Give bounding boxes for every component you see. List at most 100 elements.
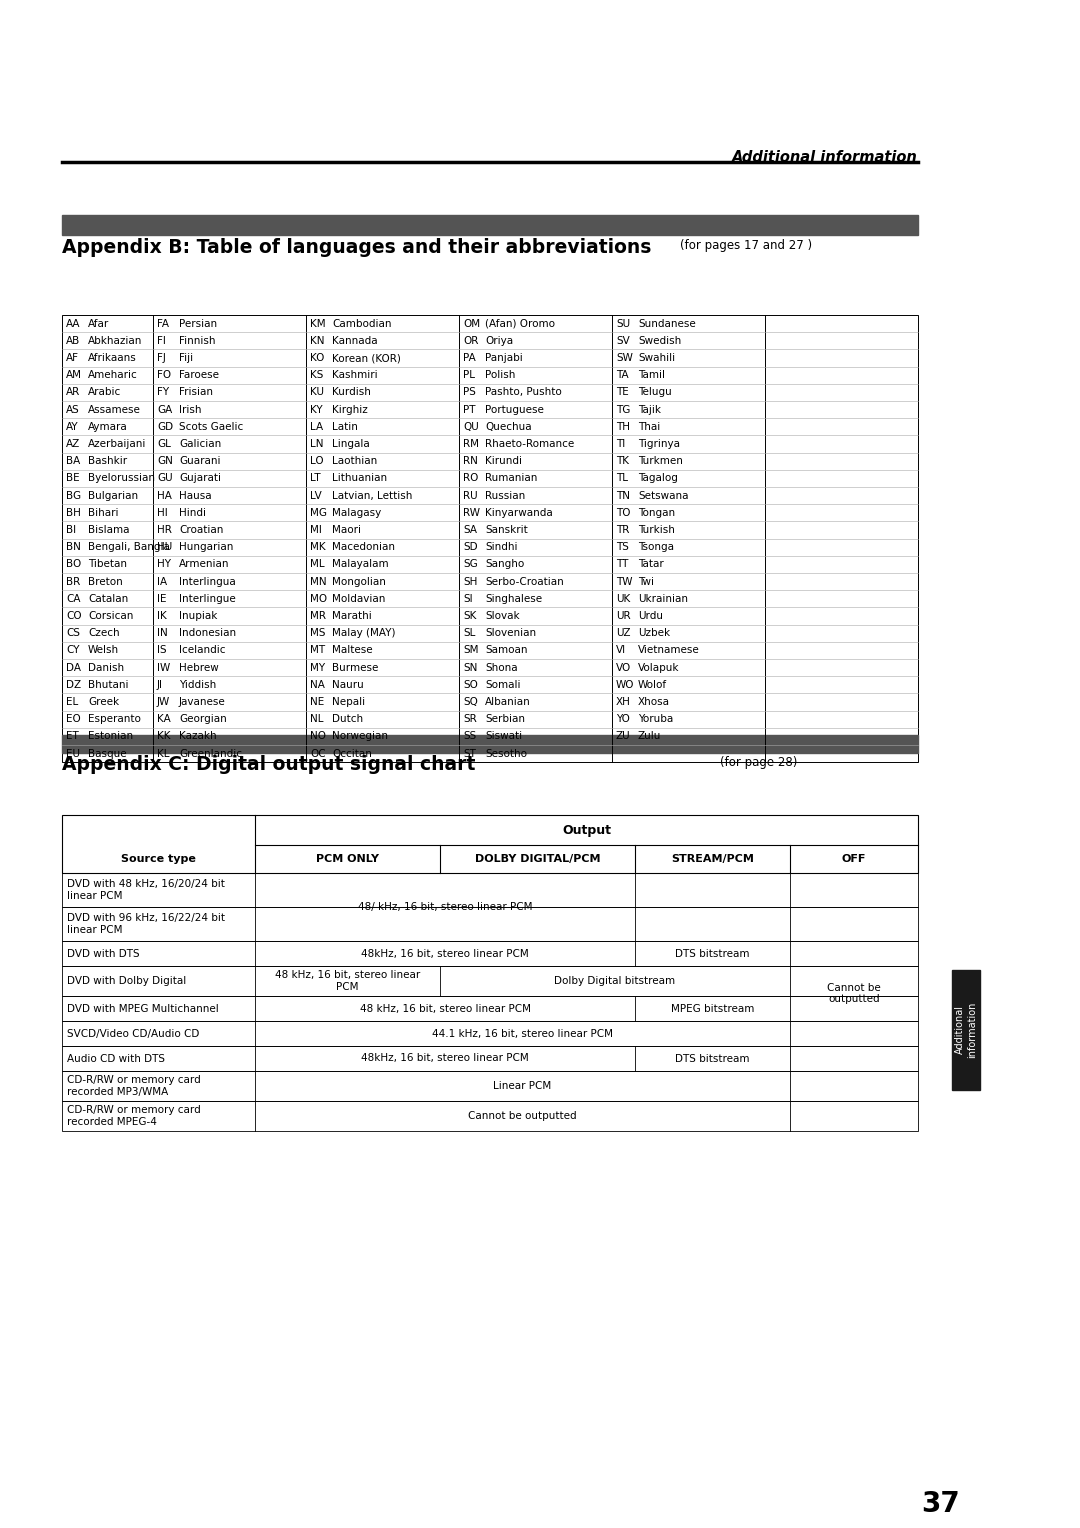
Text: KK: KK (157, 732, 171, 741)
Text: HA: HA (157, 490, 172, 501)
Text: Yiddish: Yiddish (179, 680, 216, 689)
Text: Frisian: Frisian (179, 388, 213, 397)
Text: Mongolian: Mongolian (332, 576, 386, 587)
Text: SS: SS (463, 732, 476, 741)
Text: BH: BH (66, 507, 81, 518)
Text: LA: LA (310, 422, 323, 432)
Text: Cannot be
outputted: Cannot be outputted (827, 983, 881, 1004)
Text: Pashto, Pushto: Pashto, Pushto (485, 388, 562, 397)
Text: GD: GD (157, 422, 173, 432)
Text: Interlingua: Interlingua (179, 576, 235, 587)
Text: GN: GN (157, 457, 173, 466)
Text: Tibetan: Tibetan (87, 559, 127, 570)
Text: Faroese: Faroese (179, 370, 219, 380)
Text: Azerbaijani: Azerbaijani (87, 439, 147, 449)
Text: Arabic: Arabic (87, 388, 121, 397)
Text: CD-R/RW or memory card
recorded MP3/WMA: CD-R/RW or memory card recorded MP3/WMA (67, 1076, 201, 1097)
Text: IK: IK (157, 611, 166, 620)
Text: Oriya: Oriya (485, 336, 513, 345)
Text: DVD with MPEG Multichannel: DVD with MPEG Multichannel (67, 1004, 219, 1013)
Text: KO: KO (310, 353, 324, 364)
Text: Sesotho: Sesotho (485, 749, 527, 758)
Text: DTS bitstream: DTS bitstream (675, 949, 750, 958)
Text: AR: AR (66, 388, 80, 397)
Text: LO: LO (310, 457, 324, 466)
Text: Hausa: Hausa (179, 490, 212, 501)
Text: MR: MR (310, 611, 326, 620)
Text: Gujarati: Gujarati (179, 474, 221, 483)
Text: Xhosa: Xhosa (638, 697, 670, 707)
Text: Kashmiri: Kashmiri (332, 370, 378, 380)
Text: UZ: UZ (616, 628, 631, 639)
Text: XH: XH (616, 697, 631, 707)
Text: Breton: Breton (87, 576, 123, 587)
Text: Polish: Polish (485, 370, 515, 380)
Text: RO: RO (463, 474, 478, 483)
Bar (62, 1021, 918, 1047)
Text: 48/ kHz, 16 bit, stereo linear PCM: 48/ kHz, 16 bit, stereo linear PCM (357, 902, 532, 912)
Text: KU: KU (310, 388, 324, 397)
Text: Wolof: Wolof (638, 680, 667, 689)
Text: Korean (KOR): Korean (KOR) (332, 353, 401, 364)
Text: Kurdish: Kurdish (332, 388, 370, 397)
Text: LV: LV (310, 490, 322, 501)
Text: Cambodian: Cambodian (332, 319, 391, 329)
Text: Icelandic: Icelandic (179, 645, 226, 656)
Text: Croatian: Croatian (179, 526, 224, 535)
Text: Galician: Galician (179, 439, 221, 449)
Text: Turkish: Turkish (638, 526, 675, 535)
Text: Kannada: Kannada (332, 336, 378, 345)
Text: Output: Output (562, 824, 611, 836)
Text: ET: ET (66, 732, 79, 741)
Text: HR: HR (157, 526, 172, 535)
Text: SI: SI (463, 594, 473, 604)
Text: Bulgarian: Bulgarian (87, 490, 138, 501)
Text: Latvian, Lettish: Latvian, Lettish (332, 490, 413, 501)
Text: Swahili: Swahili (638, 353, 675, 364)
Text: (Afan) Oromo: (Afan) Oromo (485, 319, 555, 329)
Text: AY: AY (66, 422, 79, 432)
Text: Sindhi: Sindhi (485, 542, 517, 552)
Text: FI: FI (157, 336, 166, 345)
Text: CA: CA (66, 594, 81, 604)
Text: PA: PA (463, 353, 476, 364)
Text: Malagasy: Malagasy (332, 507, 381, 518)
Text: TT: TT (616, 559, 629, 570)
Bar (62, 1047, 918, 1071)
Text: SW: SW (616, 353, 633, 364)
Text: Norwegian: Norwegian (332, 732, 388, 741)
Text: 44.1 kHz, 16 bit, stereo linear PCM: 44.1 kHz, 16 bit, stereo linear PCM (432, 1028, 613, 1039)
Text: Javanese: Javanese (179, 697, 226, 707)
Text: Danish: Danish (87, 663, 124, 672)
Text: MI: MI (310, 526, 322, 535)
Text: TR: TR (616, 526, 630, 535)
Text: AS: AS (66, 405, 80, 414)
Text: HI: HI (157, 507, 167, 518)
Text: Bashkir: Bashkir (87, 457, 127, 466)
Text: Georgian: Georgian (179, 714, 227, 724)
Text: Basque: Basque (87, 749, 126, 758)
Bar (62, 735, 918, 753)
Text: KL: KL (157, 749, 170, 758)
Text: BE: BE (66, 474, 80, 483)
Text: DTS bitstream: DTS bitstream (675, 1053, 750, 1063)
Text: Uzbek: Uzbek (638, 628, 670, 639)
Text: OR: OR (463, 336, 478, 345)
Text: Guarani: Guarani (179, 457, 220, 466)
Text: SQ: SQ (463, 697, 477, 707)
Text: Kinyarwanda: Kinyarwanda (485, 507, 553, 518)
Text: Afrikaans: Afrikaans (87, 353, 137, 364)
Text: Lithuanian: Lithuanian (332, 474, 387, 483)
Text: CD-R/RW or memory card
recorded MPEG-4: CD-R/RW or memory card recorded MPEG-4 (67, 1105, 201, 1126)
Text: OC: OC (310, 749, 326, 758)
Text: MS: MS (310, 628, 325, 639)
Text: Greenlandic: Greenlandic (179, 749, 242, 758)
Text: AA: AA (66, 319, 81, 329)
Text: BI: BI (66, 526, 76, 535)
Text: Bengali, Bangla: Bengali, Bangla (87, 542, 170, 552)
Text: Irish: Irish (179, 405, 202, 414)
Text: 48kHz, 16 bit, stereo linear PCM: 48kHz, 16 bit, stereo linear PCM (361, 1053, 529, 1063)
Text: Catalan: Catalan (87, 594, 129, 604)
Text: EU: EU (66, 749, 80, 758)
Text: SV: SV (616, 336, 630, 345)
